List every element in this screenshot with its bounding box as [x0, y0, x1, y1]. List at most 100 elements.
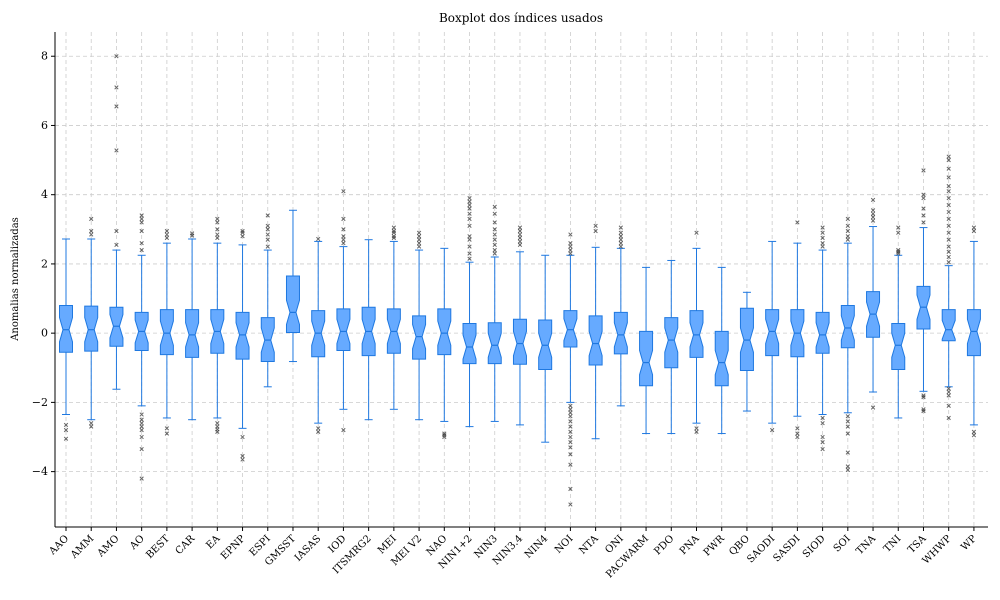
- outlier-point: [896, 251, 901, 256]
- x-tick-label: TNI: [882, 533, 904, 555]
- outlier-point: [341, 241, 346, 246]
- outlier-point: [416, 237, 422, 242]
- outlier-point: [139, 427, 144, 433]
- box-body: [563, 310, 578, 348]
- outlier-point: [845, 414, 850, 419]
- outlier-point: [63, 436, 69, 441]
- outlier-point: [517, 239, 523, 244]
- box-tsa: [916, 168, 931, 414]
- outlier-point: [492, 232, 497, 237]
- outlier-point: [164, 235, 170, 241]
- outlier-point: [89, 421, 94, 426]
- outlier-point: [215, 429, 220, 434]
- outlier-point: [89, 424, 94, 429]
- outlier-point: [921, 213, 926, 218]
- outlier-point: [341, 189, 346, 194]
- outlier-point: [341, 234, 346, 239]
- outlier-point: [391, 225, 397, 230]
- outlier-point: [845, 431, 850, 436]
- outlier-point: [971, 228, 977, 234]
- outlier-point: [139, 213, 144, 218]
- x-tick-label: PWR: [702, 533, 727, 558]
- outlier-point: [845, 223, 850, 228]
- outlier-point: [946, 393, 951, 398]
- outlier-point: [316, 236, 321, 242]
- outlier-point: [946, 230, 951, 235]
- box-car: [185, 231, 200, 421]
- outlier-point: [316, 426, 321, 431]
- box-itsmrg2: [361, 239, 376, 421]
- box-body: [891, 322, 906, 370]
- outlier-point: [946, 389, 951, 395]
- outlier-point: [442, 434, 447, 440]
- outlier-point: [189, 233, 195, 238]
- outlier-point: [391, 235, 397, 241]
- box-body: [664, 317, 679, 369]
- outlier-point: [240, 230, 245, 235]
- outlier-point: [845, 237, 850, 242]
- outlier-point: [139, 476, 144, 481]
- box-body: [437, 308, 452, 356]
- outlier-point: [467, 256, 472, 261]
- outlier-point: [870, 215, 876, 220]
- box-body: [462, 322, 477, 365]
- box-nao: [437, 247, 452, 440]
- box-sasdi: [790, 220, 805, 440]
- box-mei-v2: [412, 230, 427, 421]
- box-body: [840, 304, 855, 349]
- x-tick-label: CAR: [174, 533, 198, 557]
- outlier-point: [139, 247, 144, 253]
- box-tni: [891, 225, 906, 419]
- y-tick-label: 4: [41, 188, 48, 201]
- boxes: [59, 54, 981, 507]
- outlier-point: [164, 232, 170, 237]
- outlier-point: [694, 230, 699, 235]
- outlier-point: [139, 434, 144, 440]
- outlier-point: [946, 196, 951, 201]
- y-tick-label: −2: [32, 396, 48, 409]
- box-siod: [815, 225, 830, 452]
- outlier-point: [391, 230, 397, 235]
- box-body: [336, 308, 351, 351]
- x-tick-label: AAO: [47, 533, 72, 558]
- box-pdo: [664, 259, 679, 435]
- outlier-point: [946, 415, 951, 421]
- outlier-point: [568, 434, 573, 440]
- outlier-point: [946, 260, 951, 265]
- box-tna: [866, 197, 881, 410]
- box-best: [159, 228, 174, 436]
- outlier-point: [492, 211, 497, 216]
- outlier-point: [618, 225, 623, 230]
- outlier-point: [568, 407, 573, 412]
- outlier-point: [593, 228, 598, 234]
- outlier-point: [492, 237, 497, 242]
- outlier-point: [820, 230, 825, 235]
- box-saodi: [765, 240, 780, 433]
- box-body: [588, 315, 603, 366]
- outlier-point: [467, 206, 472, 211]
- outlier-point: [946, 166, 951, 171]
- outlier-point: [946, 386, 951, 391]
- outlier-point: [946, 157, 951, 163]
- x-tick-label: PDO: [652, 533, 676, 557]
- box-body: [689, 310, 704, 358]
- outlier-point: [467, 211, 472, 216]
- outlier-point: [568, 429, 573, 434]
- outlier-point: [946, 223, 951, 228]
- outlier-point: [63, 427, 69, 433]
- outlier-point: [568, 244, 573, 249]
- outlier-point: [694, 426, 699, 431]
- outlier-point: [568, 462, 573, 467]
- outlier-point: [517, 225, 523, 230]
- outlier-point: [845, 234, 850, 239]
- box-soi: [840, 216, 855, 473]
- outlier-point: [820, 440, 825, 445]
- outlier-point: [341, 216, 346, 222]
- outlier-point: [845, 467, 850, 473]
- box-body: [639, 330, 654, 387]
- outlier-point: [114, 54, 119, 59]
- box-qbo: [739, 291, 754, 412]
- outlier-point: [896, 230, 901, 235]
- outlier-point: [921, 408, 926, 414]
- outlier-point: [845, 216, 850, 222]
